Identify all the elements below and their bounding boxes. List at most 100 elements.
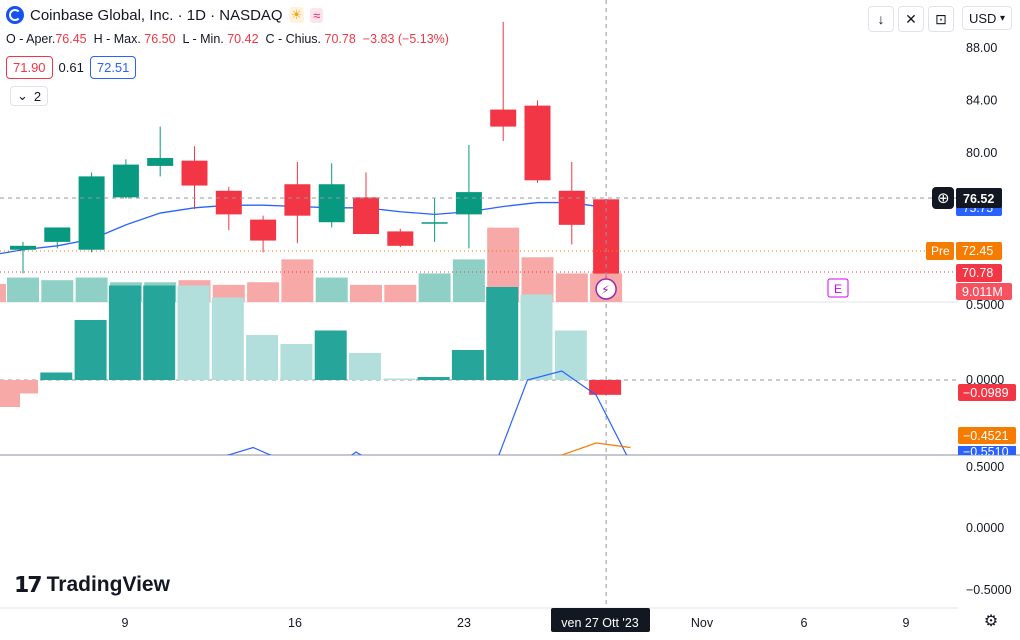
candle-body (318, 184, 345, 223)
oscillator-histogram-bar (383, 378, 416, 380)
currency-select[interactable]: USD ▾ (962, 6, 1012, 30)
candle-body (181, 160, 208, 186)
candle-body (455, 192, 482, 215)
wave-icon[interactable]: ≈ (310, 7, 324, 23)
candle-body (215, 190, 242, 215)
oscillator-histogram-bar (314, 330, 347, 380)
oscillator-histogram-bar (74, 320, 107, 380)
change-value: −3.83 (−5.13%) (362, 32, 449, 46)
candle-body (490, 109, 517, 127)
candle-body (387, 231, 414, 246)
plus-circle-icon: ⊕ (937, 189, 950, 207)
screenshot-icon[interactable]: ⊡ (928, 6, 954, 32)
volume-bar (247, 282, 280, 302)
volume-bar (418, 273, 451, 302)
low-value: 70.42 (227, 32, 259, 46)
last-price-value: 70.78 (962, 266, 993, 280)
close-label: C - Chius. (265, 32, 322, 46)
oscillator-histogram-bar (589, 380, 622, 395)
time-axis-label: 16 (288, 616, 302, 630)
crosshair-price-badge (956, 188, 1002, 208)
candle-body (10, 245, 36, 250)
tradingview-logo[interactable]: 𝟭𝟳 TradingView (14, 572, 170, 598)
volume-bar (315, 277, 348, 302)
low-label: L - Min. (182, 32, 224, 46)
oscillator-tick-label: 0.0000 (966, 373, 1004, 387)
currency-value: USD (969, 10, 997, 26)
histogram-value-badge (958, 384, 1016, 401)
volume-badge (956, 283, 1012, 300)
time-axis-label: 9 (903, 616, 910, 630)
candle-body (44, 227, 71, 242)
oscillator-histogram-bar (177, 285, 210, 380)
chevron-down-icon: ▾ (999, 12, 1005, 24)
oscillator-histogram-bar (554, 330, 587, 380)
collapse-icon[interactable]: ✕ (898, 6, 924, 32)
indicator-values: 71.90 0.61 72.51 (6, 56, 137, 79)
indicator-box-left: 71.90 (6, 56, 53, 79)
volume-bar (281, 259, 314, 302)
tradingview-mark-icon: 𝟭𝟳 (14, 572, 43, 597)
oscillator-histogram-bar (40, 372, 73, 380)
volume-bar (0, 284, 6, 302)
lower-pane-tick-label: −0.5000 (966, 583, 1012, 597)
candle-body (250, 219, 277, 241)
oscillator-histogram-bar (486, 287, 519, 380)
price-tick-label: 84.00 (966, 93, 997, 107)
coinbase-logo-icon (6, 6, 24, 24)
lightning-event-icon (595, 278, 617, 300)
oscillator-histogram-bar (108, 285, 141, 380)
collapse-indicators-button[interactable]: ⌄ 2 (10, 86, 49, 106)
candle-body (558, 190, 585, 225)
sun-icon[interactable]: ☀ (288, 7, 305, 23)
histogram-value: −0.0989 (963, 386, 1009, 400)
symbol-header[interactable]: Coinbase Global, Inc. · 1D · NASDAQ ☀ ≈ (6, 6, 324, 24)
lightning-icon: ⚡ (601, 283, 609, 297)
volume-value: 9.011M (962, 285, 1003, 299)
settings-gear-icon[interactable]: ⚙ (983, 613, 999, 630)
oscillator-histogram-bar (417, 377, 450, 380)
time-axis-label: 9 (122, 616, 129, 630)
signal-line (560, 442, 631, 455)
time-axis-label: 23 (457, 616, 471, 630)
open-label: O - Aper. (6, 32, 56, 46)
oscillator-histogram-bar (6, 380, 38, 394)
candle-body (421, 222, 448, 224)
oscillator-histogram-bar (451, 350, 484, 380)
candle-body (147, 158, 174, 166)
signal-value: −0.4521 (963, 429, 1009, 443)
pre-market-value-badge (956, 242, 1002, 260)
symbol-title: Coinbase Global, Inc. · 1D · NASDAQ (30, 6, 283, 24)
arrow-down-icon[interactable]: ↓ (868, 6, 894, 32)
macd-value: −0.5510 (963, 445, 1009, 459)
crosshair-date-badge (551, 608, 650, 632)
price-tick-label: 80.00 (966, 146, 997, 160)
time-axis-label: Nov (691, 616, 714, 630)
open-value: 76.45 (55, 32, 87, 46)
crosshair-date: ven 27 Ott '23 (561, 616, 638, 630)
pre-market-label: Pre (931, 244, 950, 258)
candle-body (78, 176, 105, 250)
volume-bar (350, 284, 382, 302)
earnings-marker-text: E (834, 282, 842, 296)
oscillator-tick-label: 0.5000 (966, 298, 1004, 312)
crosshair-price-text: 76.52 (963, 192, 994, 206)
volume-bar (555, 273, 588, 302)
candle-body (524, 105, 551, 181)
lower-pane-tick-label: 0.5000 (966, 460, 1004, 474)
volume-bar (384, 284, 417, 302)
earnings-marker-icon (827, 278, 849, 298)
indicator-count: 2 (33, 88, 42, 104)
macd-value-badge (958, 446, 1016, 455)
last-price-badge (956, 264, 1002, 282)
high-value: 76.50 (144, 32, 176, 46)
oscillator-histogram-bar (246, 335, 279, 380)
candle-body (112, 164, 139, 198)
candle-body (353, 197, 379, 235)
oscillator-histogram-bar (143, 285, 176, 380)
tradingview-wordmark: TradingView (46, 573, 170, 596)
oscillator-histogram-bar (349, 353, 381, 380)
volume-bar (75, 277, 108, 302)
macd-line (226, 370, 628, 455)
